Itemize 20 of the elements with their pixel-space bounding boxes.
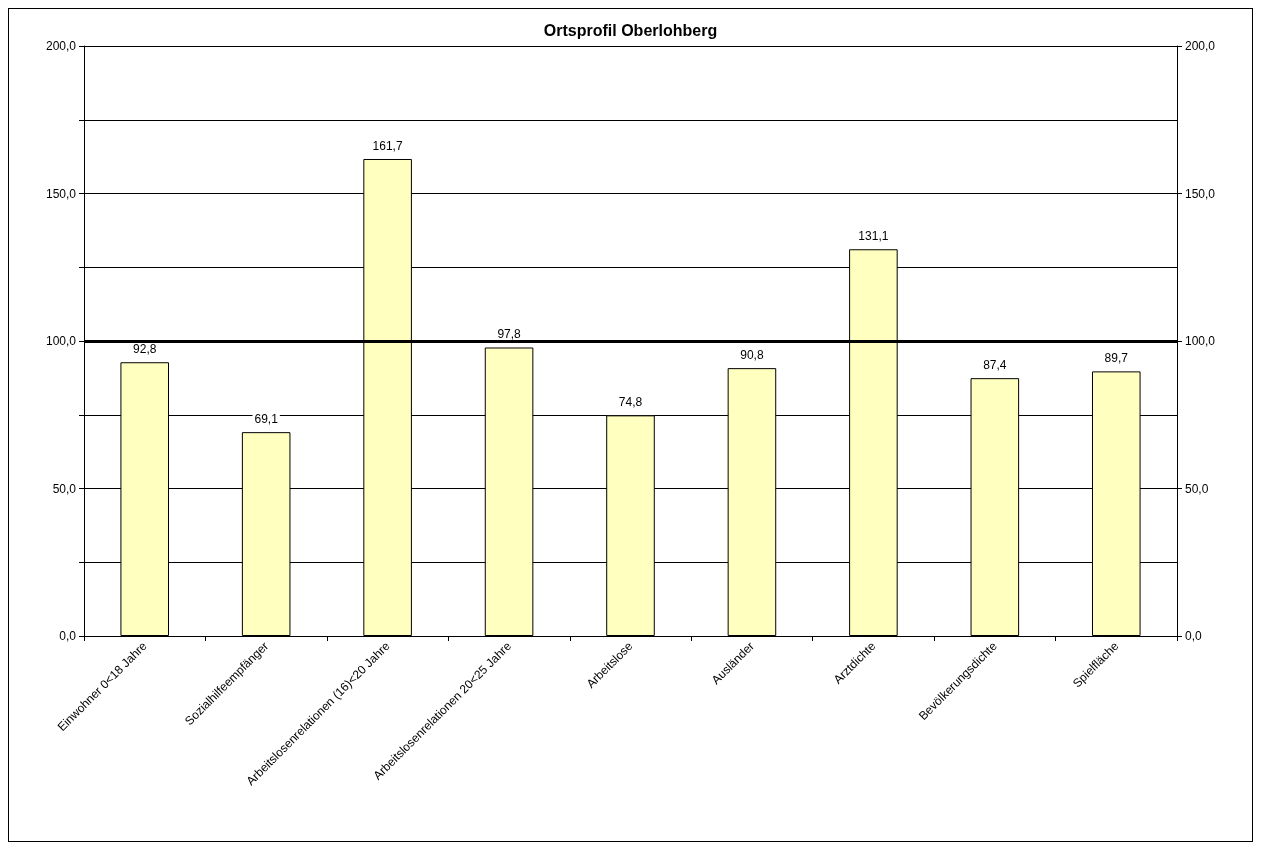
data-label: 69,1 xyxy=(254,412,279,427)
y-tick-label: 200,0 xyxy=(45,39,77,53)
data-label: 87,4 xyxy=(983,358,1007,373)
data-label: 90,8 xyxy=(740,348,764,363)
chart-title: Ortsprofil Oberlohberg xyxy=(543,21,718,39)
y-tick-label: 100,0 xyxy=(45,334,77,348)
data-label: 74,8 xyxy=(618,395,643,410)
data-label: 92,8 xyxy=(133,342,157,357)
data-label: 89,7 xyxy=(1104,351,1129,366)
y-tick-label: 50,0 xyxy=(52,481,77,496)
y-tick-label: 0,0 xyxy=(59,629,77,643)
data-label: 97,8 xyxy=(497,327,522,342)
y2-tick-label: 150,0 xyxy=(1185,186,1216,201)
y2-tick-label: 50,0 xyxy=(1185,481,1209,496)
y2-tick-label: 100,0 xyxy=(1185,334,1216,348)
y2-tick-label: 0,0 xyxy=(1185,629,1203,643)
y-tick-label: 150,0 xyxy=(45,186,77,201)
data-label: 131,1 xyxy=(858,229,889,244)
data-label: 161,7 xyxy=(372,138,403,153)
y2-tick-label: 200,0 xyxy=(1185,39,1216,53)
